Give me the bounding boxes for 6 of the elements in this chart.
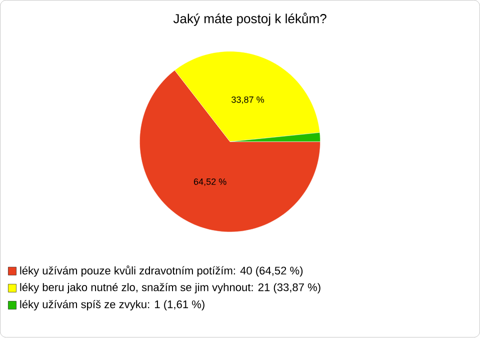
legend-label: léky beru jako nutné zlo, snažím se jim vyhnout: 21 (33,87 %) [20, 283, 320, 294]
legend-label: léky užívám spíš ze zvyku: 1 (1,61 %) [20, 300, 204, 311]
chart-title: Jaký máte postoj k lékům? [173, 12, 326, 26]
data-label: 64,52 % [194, 178, 226, 186]
data-label: 33,87 % [232, 96, 264, 104]
legend-label: léky užívám pouze kvůli zdravotním potížím: 40 (64,52 %) [20, 266, 303, 277]
